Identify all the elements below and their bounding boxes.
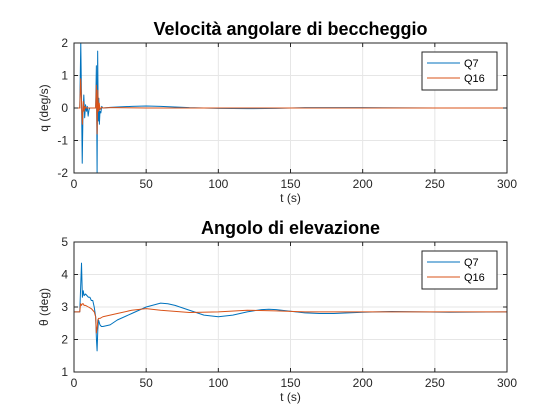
x-tick-label: 0	[71, 177, 78, 191]
x-tick-label: 300	[497, 376, 517, 390]
legend-label-q16: Q16	[464, 272, 485, 284]
elevation-angle-plot: 0 50 100 150 200 250 300 1 2 3 4 5 Angolo di elevazi…	[37, 218, 517, 404]
y-tick-label: 3	[61, 300, 68, 314]
series-line-q16	[74, 78, 507, 135]
y-tick-label: -2	[57, 166, 68, 180]
x-tick-label: 100	[208, 376, 228, 390]
x-axis-label: t (s)	[280, 191, 301, 205]
x-tick-label: 100	[208, 177, 228, 191]
chart-title: Angolo di elevazione	[201, 218, 380, 238]
y-tick-label: 5	[61, 235, 68, 249]
y-tick-label: 0	[61, 101, 68, 115]
legend-box	[421, 51, 498, 91]
x-tick-label: 150	[280, 177, 300, 191]
chart-title: Velocità angolare di beccheggio	[153, 19, 427, 39]
y-tick-label: 2	[61, 333, 68, 347]
x-tick-label: 200	[353, 376, 373, 390]
x-tick-label: 50	[139, 376, 153, 390]
x-tick-label: 200	[353, 177, 373, 191]
x-tick-label: 300	[497, 177, 517, 191]
legend-label-q7: Q7	[464, 58, 479, 70]
y-tick-label: -1	[57, 134, 68, 148]
x-tick-label: 250	[425, 376, 445, 390]
legend-label-q16: Q16	[464, 73, 485, 85]
pitch-rate-plot: 0 50 100 150 200 250 300 -2 -1 0 1 2 Velocità angola…	[37, 19, 517, 205]
series-line-q16	[74, 303, 507, 334]
x-tick-label: 50	[139, 177, 153, 191]
legend-box	[421, 250, 498, 290]
y-axis-label: θ (deg)	[37, 288, 51, 326]
y-tick-label: 4	[61, 268, 68, 282]
x-axis-label: t (s)	[280, 390, 301, 404]
x-tick-label: 0	[71, 376, 78, 390]
x-tick-label: 250	[425, 177, 445, 191]
legend-label-q7: Q7	[464, 257, 479, 269]
y-tick-label: 1	[61, 365, 68, 379]
y-tick-label: 2	[61, 36, 68, 50]
x-tick-label: 150	[280, 376, 300, 390]
y-tick-label: 1	[61, 69, 68, 83]
y-axis-label: q (deg/s)	[37, 84, 51, 131]
